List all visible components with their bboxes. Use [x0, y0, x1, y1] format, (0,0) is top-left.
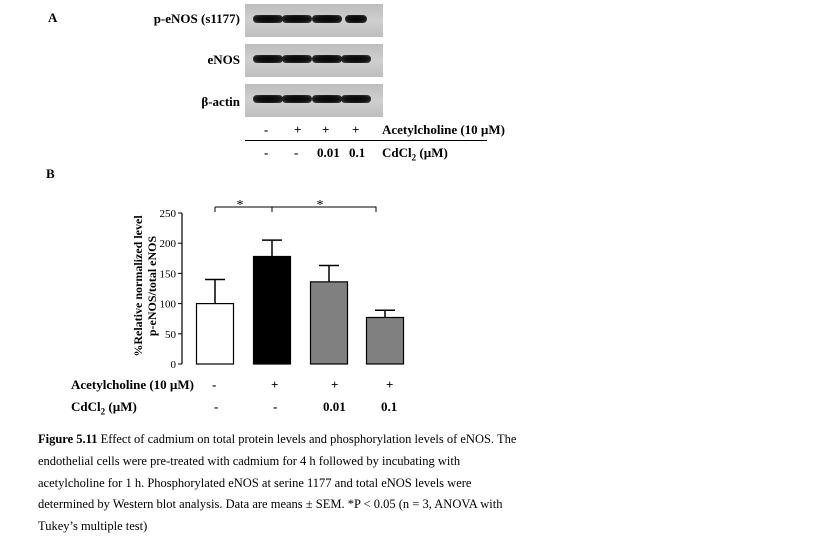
blot-cd-value-1: - — [264, 145, 269, 160]
chart-cd-label: CdCl2 (µM) — [71, 399, 137, 417]
blot-label-p-enos: p-eNOS (s1177) — [153, 11, 240, 26]
blot-label-enos: eNOS — [207, 52, 241, 67]
blot-band — [344, 15, 368, 23]
blot-p-enos — [245, 4, 383, 37]
caption-line-1: Figure 5.11 Effect of cadmium on total p… — [38, 432, 517, 446]
chart-ach-label: Acetylcholine (10 µM) — [71, 377, 195, 392]
blot-band — [282, 95, 312, 103]
bar-chart: %Relative normalized level p-eNOS/total … — [131, 198, 405, 370]
blot-ach-sign-3: + — [322, 122, 330, 137]
blot-ach-sign-1: - — [264, 122, 269, 137]
chart-cd-value-2: - — [273, 399, 278, 414]
chart-plot: 0 50 100 150 200 250 — [160, 206, 405, 370]
y-axis-label-line2: p-eNOS/total eNOS — [145, 236, 159, 337]
figure-number: Figure 5.11 — [38, 432, 98, 446]
blot-band — [312, 15, 342, 23]
blot-band — [253, 95, 283, 103]
significance-bracket — [214, 206, 273, 212]
blot-divider — [245, 140, 487, 141]
significance-star-1: * — [237, 198, 244, 213]
blot-ach-sign-4: + — [352, 122, 360, 137]
y-tick-label: 0 — [171, 359, 177, 370]
y-tick-label: 150 — [160, 268, 177, 280]
blot-cd-value-4: 0.1 — [349, 145, 366, 160]
y-tick-label: 250 — [160, 208, 177, 220]
caption-line-2: endothelial cells were pre-treated with … — [38, 453, 461, 468]
bar — [195, 302, 235, 365]
bar — [252, 255, 292, 365]
caption-line-5: Tukey’s multiple test) — [38, 519, 148, 534]
bar — [365, 316, 405, 365]
significance-star-2: * — [317, 198, 324, 213]
caption-line-3: acetylcholine for 1 h. Phosphorylated eN… — [38, 475, 472, 490]
blot-ach-label: Acetylcholine (10 µM) — [382, 122, 506, 137]
figure-caption: Figure 5.11 Effect of cadmium on total p… — [38, 429, 534, 538]
chart-ach-sign-1: - — [212, 377, 217, 392]
blot-band — [341, 95, 371, 103]
blot-band — [312, 55, 342, 63]
chart-ach-sign-3: + — [331, 377, 339, 392]
blot-band — [312, 95, 342, 103]
y-tick-label: 50 — [165, 329, 177, 341]
blot-label-beta-actin: β-actin — [201, 94, 240, 109]
blot-band — [282, 15, 312, 23]
blot-cd-value-2: - — [294, 145, 299, 160]
significance-bracket — [271, 206, 377, 212]
chart-cd-value-3: 0.01 — [323, 399, 346, 414]
blot-enos — [245, 44, 383, 77]
blot-cd-label: CdCl2 (µM) — [382, 145, 448, 163]
y-tick-label: 200 — [160, 238, 177, 250]
bar — [309, 281, 349, 365]
chart-ach-sign-2: + — [271, 377, 279, 392]
y-axis-label-line1: %Relative normalized level — [131, 215, 145, 357]
y-tick-label: 100 — [160, 299, 177, 311]
blot-band — [341, 55, 371, 63]
blot-beta-actin — [245, 84, 383, 117]
chart-cd-value-4: 0.1 — [381, 399, 398, 414]
blot-band — [253, 15, 283, 23]
caption-line-4: determined by Western blot analysis. Dat… — [38, 497, 503, 512]
chart-cd-value-1: - — [214, 399, 219, 414]
chart-ach-sign-4: + — [386, 377, 394, 392]
blot-band — [253, 55, 283, 63]
blot-band — [282, 55, 312, 63]
blot-cd-value-3: 0.01 — [317, 145, 340, 160]
panel-b-label: B — [46, 166, 55, 181]
panel-a-label: A — [48, 10, 58, 25]
blot-ach-sign-2: + — [294, 122, 302, 137]
